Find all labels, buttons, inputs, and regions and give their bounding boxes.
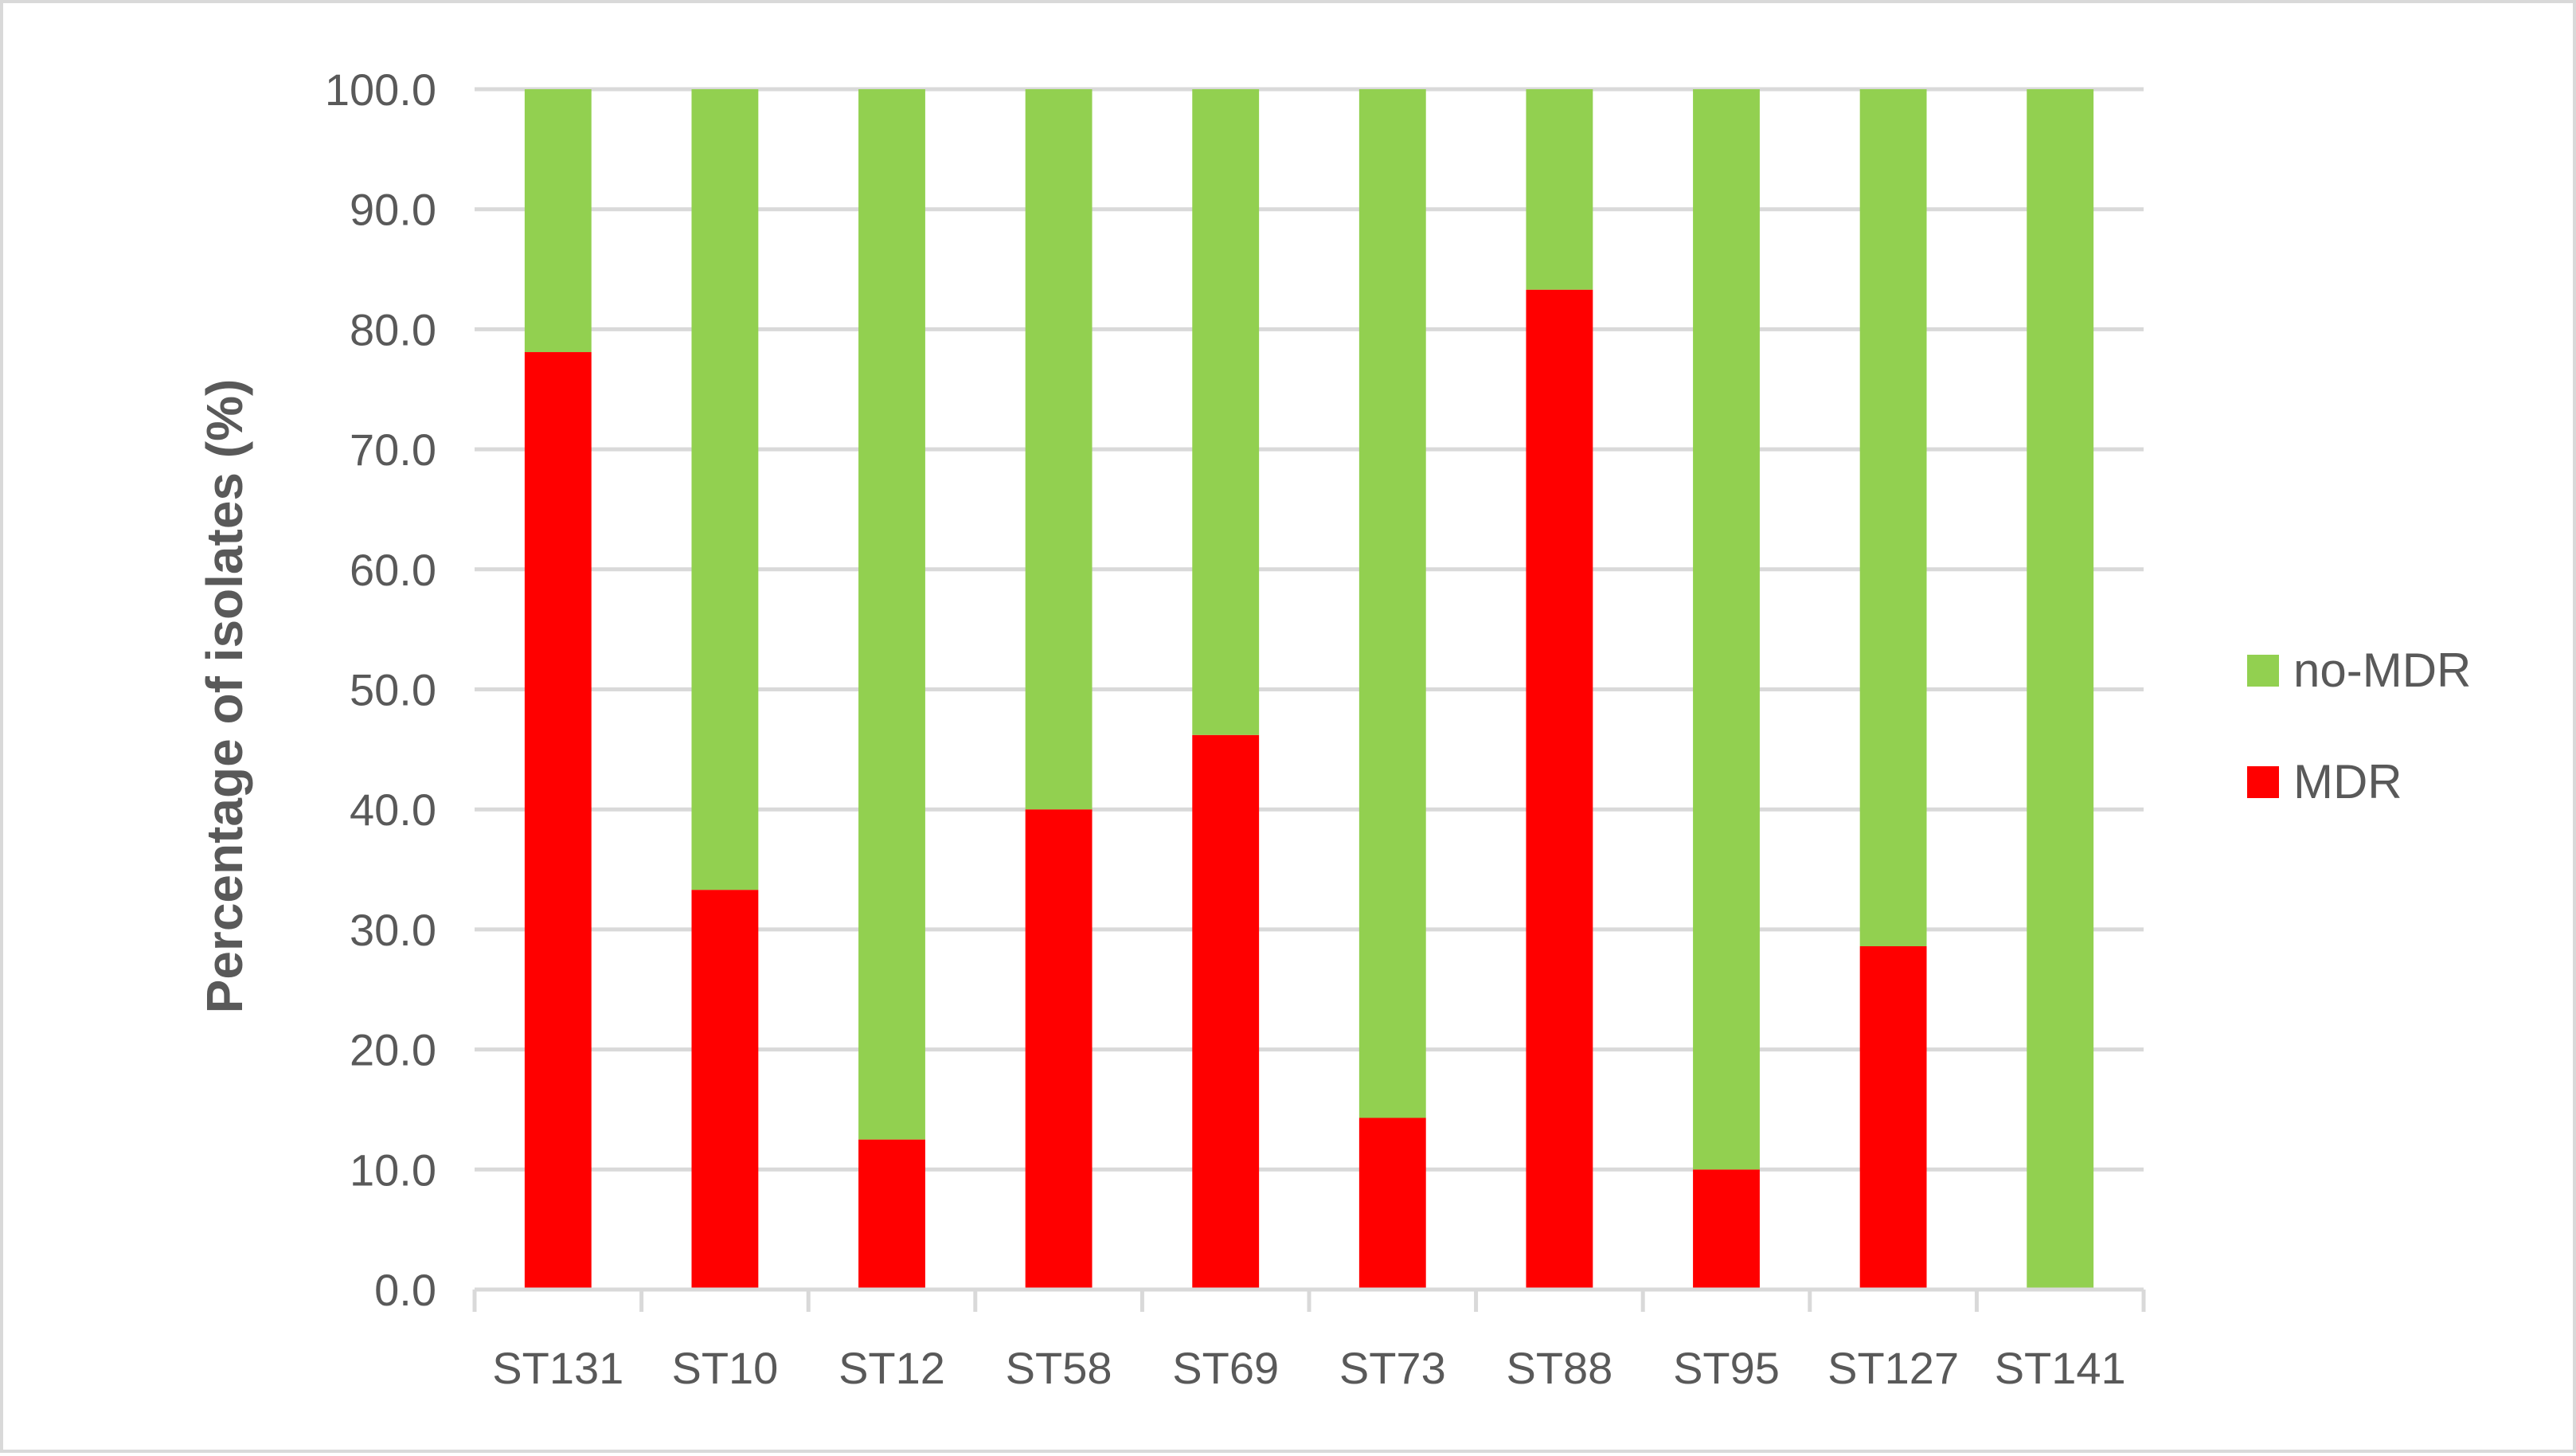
y-tick-label: 10.0 bbox=[350, 1145, 436, 1195]
bar-mdr-st10 bbox=[691, 890, 759, 1290]
bar-no-mdr-st131 bbox=[524, 89, 592, 353]
legend: no-MDR MDR bbox=[2247, 644, 2471, 808]
y-tick-label: 30.0 bbox=[350, 905, 436, 955]
bar-no-mdr-st69 bbox=[1192, 89, 1260, 735]
bar-no-mdr-st141 bbox=[2027, 89, 2094, 1290]
bar-no-mdr-st58 bbox=[1025, 89, 1093, 810]
y-tick-label: 90.0 bbox=[350, 185, 436, 235]
legend-swatch-no-mdr bbox=[2247, 655, 2279, 687]
bar-no-mdr-st127 bbox=[1859, 89, 1927, 946]
y-tick-label: 0.0 bbox=[374, 1265, 436, 1315]
bar-mdr-st131 bbox=[524, 352, 592, 1290]
bars bbox=[524, 89, 2094, 1290]
x-tick-label: ST58 bbox=[1006, 1343, 1112, 1393]
x-tick-label: ST10 bbox=[671, 1343, 778, 1393]
bar-no-mdr-st88 bbox=[1526, 89, 1593, 290]
x-tick-label: ST69 bbox=[1172, 1343, 1279, 1393]
y-tick-label: 100.0 bbox=[325, 65, 436, 115]
y-tick-label: 40.0 bbox=[350, 785, 436, 835]
y-tick-label: 50.0 bbox=[350, 665, 436, 715]
legend-label-mdr: MDR bbox=[2293, 755, 2402, 808]
x-tick-label: ST131 bbox=[492, 1343, 623, 1393]
y-tick-label: 70.0 bbox=[350, 425, 436, 475]
bar-mdr-st12 bbox=[858, 1139, 925, 1290]
x-tick-label: ST73 bbox=[1339, 1343, 1446, 1393]
x-axis bbox=[472, 1287, 2146, 1312]
x-tick-label: ST141 bbox=[1995, 1343, 2126, 1393]
y-tick-label: 60.0 bbox=[350, 545, 436, 595]
bar-mdr-st69 bbox=[1192, 734, 1260, 1290]
bar-mdr-st88 bbox=[1526, 289, 1593, 1290]
y-tick-label: 20.0 bbox=[350, 1025, 436, 1075]
stacked-bar-chart: 0.0 10.0 20.0 30.0 40.0 50.0 60.0 70.0 80.0 90.0 1… bbox=[196, 65, 2471, 1393]
x-tick-label: ST12 bbox=[838, 1343, 945, 1393]
x-tick-label: ST88 bbox=[1506, 1343, 1612, 1393]
y-tick-labels: 0.0 10.0 20.0 30.0 40.0 50.0 60.0 70.0 80.0 90.0 1… bbox=[325, 65, 436, 1315]
bar-no-mdr-st95 bbox=[1693, 89, 1760, 1170]
bar-no-mdr-st73 bbox=[1358, 89, 1426, 1118]
bar-mdr-st95 bbox=[1693, 1169, 1760, 1290]
bar-mdr-st127 bbox=[1859, 945, 1927, 1290]
x-tick-label: ST127 bbox=[1827, 1343, 1959, 1393]
legend-swatch-mdr bbox=[2247, 766, 2279, 798]
legend-label-no-mdr: no-MDR bbox=[2293, 644, 2471, 697]
y-axis-title: Percentage of isolates (%) bbox=[196, 379, 253, 1014]
x-tick-label: ST95 bbox=[1673, 1343, 1780, 1393]
y-tick-label: 80.0 bbox=[350, 304, 436, 354]
bar-no-mdr-st10 bbox=[691, 89, 759, 890]
bar-mdr-st73 bbox=[1358, 1117, 1426, 1290]
x-tick-labels: ST131 ST10 ST12 ST58 ST69 ST73 ST88 ST95 ST127 ST… bbox=[492, 1343, 2125, 1393]
bar-no-mdr-st12 bbox=[858, 89, 925, 1140]
bar-mdr-st58 bbox=[1025, 809, 1093, 1290]
